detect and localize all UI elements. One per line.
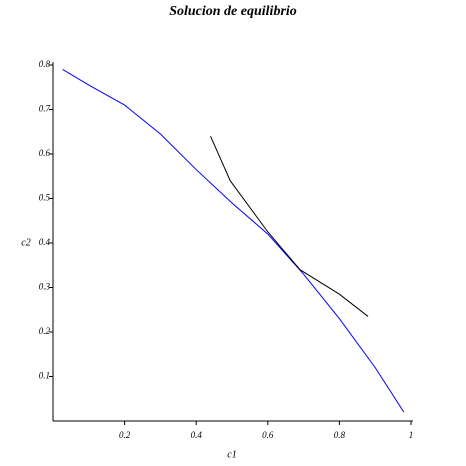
y-tick-label: 0.2 (39, 326, 51, 336)
x-axis-label: c1 (227, 449, 236, 460)
y-tick-label: 0.5 (39, 193, 51, 203)
chart-title: Solucion de equilibrio (169, 4, 297, 19)
y-tick-label: 0.8 (39, 59, 51, 69)
y-tick-label: 0.4 (39, 237, 51, 247)
y-tick-label: 0.1 (39, 371, 50, 381)
x-tick-label: 0.2 (119, 430, 131, 440)
x-tick-label: 1 (409, 430, 414, 440)
x-tick-label: 0.8 (334, 430, 346, 440)
y-axis-label: c2 (21, 237, 30, 248)
x-tick-label: 0.6 (262, 430, 274, 440)
y-tick-label: 0.7 (39, 104, 51, 114)
y-tick-label: 0.6 (39, 148, 51, 158)
y-tick-label: 0.3 (39, 282, 51, 292)
line (210, 135, 369, 317)
x-tick-label: 0.4 (191, 430, 203, 440)
line (62, 69, 405, 413)
